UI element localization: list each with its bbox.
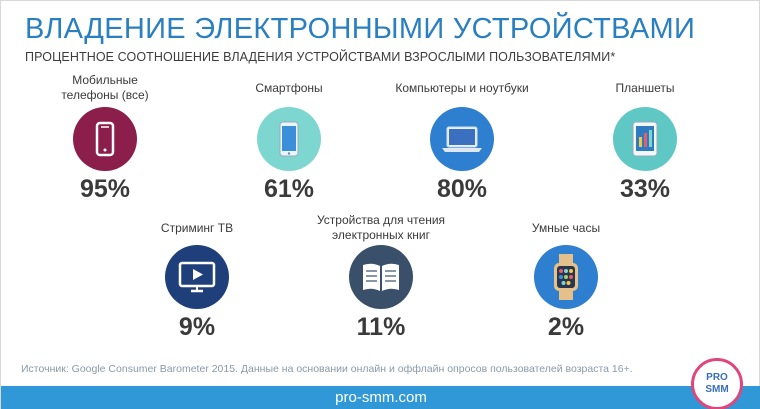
footer-bar: pro-smm.com: [1, 386, 760, 409]
device-label: Смартфоны: [209, 81, 369, 96]
device-percentage: 9%: [178, 313, 216, 341]
device-label-line: Планшеты: [615, 81, 675, 95]
device-percentage: 61%: [263, 175, 315, 203]
device-stat-item: Планшеты 33%: [565, 73, 725, 213]
device-stat-item: Мобильные телефоны (все) 95%: [25, 73, 185, 213]
ebook-reader-circle: [349, 245, 413, 309]
device-percentage: 80%: [436, 175, 488, 203]
device-label-line: Умные часы: [531, 221, 601, 235]
device-label: Умные часы: [486, 221, 646, 236]
laptop-icon: [442, 126, 482, 152]
tablet-icon: [632, 121, 658, 157]
smartwatch-icon: [554, 254, 578, 300]
device-label: Компьютеры и ноутбуки: [382, 81, 542, 96]
device-label-line: Компьютеры и ноутбуки: [395, 81, 529, 95]
page-title: ВЛАДЕНИЕ ЭЛЕКТРОННЫМИ УСТРОЙСТВАМИ: [25, 13, 696, 45]
smartwatch-circle: [534, 245, 598, 309]
device-stat-item: Устройства для чтения электронных книг 11%: [301, 213, 461, 353]
device-label: Устройства для чтения электронных книг: [301, 213, 461, 243]
device-percentage: 11%: [356, 313, 406, 341]
device-label-line: Мобильные: [72, 73, 138, 87]
ebook-reader-icon: [363, 263, 399, 291]
tablet-circle: [613, 107, 677, 171]
device-label-line: Смартфоны: [255, 81, 323, 95]
streaming-tv-circle: [165, 245, 229, 309]
smartphone-circle: [257, 107, 321, 171]
device-percentage: 33%: [619, 175, 671, 203]
device-percentage: 95%: [79, 175, 131, 203]
device-label: Стриминг ТВ: [117, 221, 277, 236]
device-label-line: электронных книг: [332, 228, 430, 242]
device-stat-item: Стриминг ТВ 9%: [117, 213, 277, 353]
streaming-tv-icon: [178, 261, 216, 293]
device-label-line: телефоны (все): [61, 88, 149, 102]
mobile-phone-icon: [95, 121, 115, 157]
device-label: Мобильные телефоны (все): [25, 73, 185, 103]
page-subtitle: ПРОЦЕНТНОЕ СООТНОШЕНИЕ ВЛАДЕНИЯ УСТРОЙСТ…: [25, 50, 616, 64]
footer-site-link[interactable]: pro-smm.com: [335, 389, 427, 406]
device-label: Планшеты: [565, 81, 725, 96]
device-stat-item: Смартфоны 61%: [209, 73, 369, 213]
pro-smm-logo: PRO SMM: [691, 358, 743, 409]
laptop-circle: [430, 107, 494, 171]
device-label-line: Стриминг ТВ: [160, 221, 234, 235]
device-label-line: Устройства для чтения: [316, 213, 446, 227]
logo-line-1: PRO: [706, 372, 728, 383]
smartphone-icon: [279, 121, 299, 157]
device-stat-item: Умные часы 2%: [486, 213, 646, 353]
logo-line-2: SMM: [705, 384, 729, 395]
mobile-phone-circle: [73, 107, 137, 171]
device-stat-item: Компьютеры и ноутбуки 80%: [382, 73, 542, 213]
source-note: Источник: Google Consumer Barometer 2015…: [21, 363, 633, 375]
device-percentage: 2%: [547, 313, 585, 341]
